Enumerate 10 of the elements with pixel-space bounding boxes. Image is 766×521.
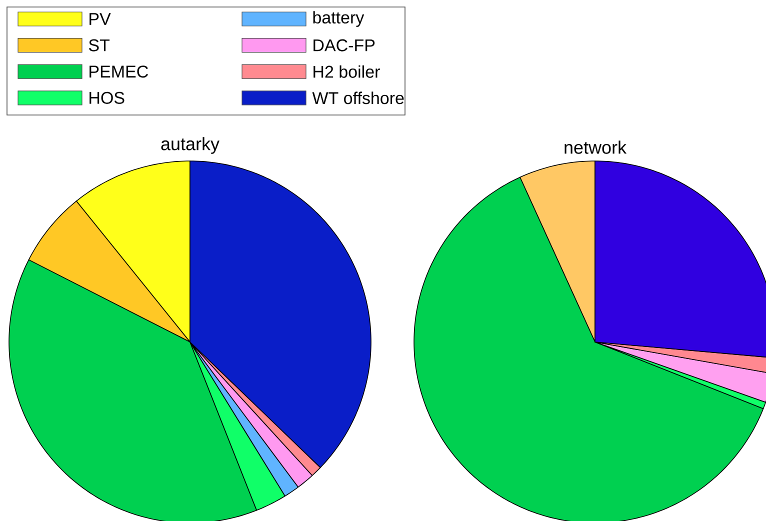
chart-title: network: [564, 140, 627, 154]
legend-label: battery: [313, 11, 364, 27]
legend-label: WT offshore: [312, 92, 404, 104]
text: autarky: [161, 137, 220, 154]
legend-label: PEMEC: [90, 66, 148, 78]
legend-label: H2 boiler: [314, 65, 380, 78]
legend-label: ST: [88, 39, 110, 52]
legend-label: HOS: [90, 92, 124, 104]
legend-label: DAC-FP: [314, 39, 375, 52]
legend-label: PV: [90, 13, 111, 25]
